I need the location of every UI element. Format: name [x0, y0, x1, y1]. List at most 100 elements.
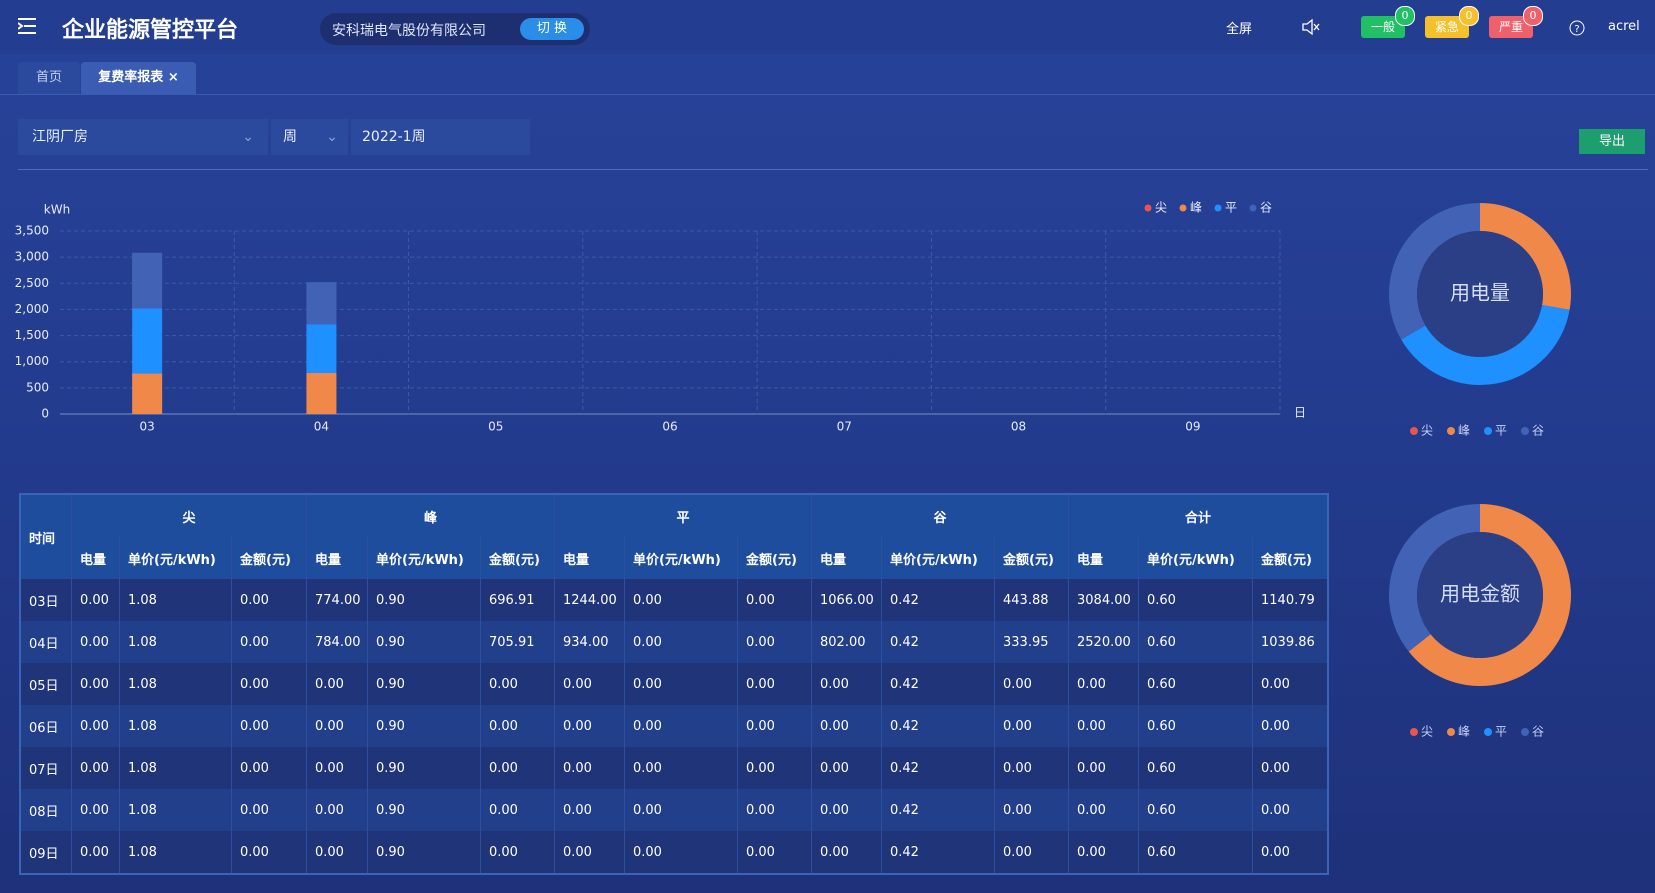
header-row: 电量 单价(元/kWh) 金额(元) 电量 单价(元/kWh) 金额(元) 电量 单价(元/k… [20, 537, 1329, 579]
menu-icon[interactable] [18, 17, 38, 35]
table-cell: 0.00 [624, 621, 738, 663]
legend-label: 平 [1495, 424, 1507, 438]
alert-button[interactable]: 严重 0 [1489, 6, 1543, 38]
group-header: 平 [554, 494, 812, 537]
legend-marker [1410, 427, 1418, 435]
alert-count: 0 [1459, 6, 1479, 26]
table-cell: 1.08 [119, 579, 232, 621]
table-cell: 0.60 [1138, 747, 1253, 789]
table-row: 05日 0.00 1.08 0.00 0.00 0.90 0.00 0.00 0.00 0.00 0… [20, 663, 1329, 705]
table-cell: 1039.86 [1252, 621, 1329, 663]
donut-label: 用电量 [1450, 281, 1510, 305]
table-cell: 0.42 [881, 831, 995, 874]
user-name[interactable]: acrel [1608, 19, 1640, 34]
table-cell: 0.00 [737, 831, 812, 874]
group-header: 尖 [71, 494, 307, 537]
bar-segment [306, 373, 337, 414]
table-cell: 0.00 [624, 831, 738, 874]
table-cell: 0.00 [71, 789, 120, 831]
x-tick-label: 06 [662, 420, 677, 434]
period-select[interactable]: 周 ⌄ [271, 119, 348, 155]
tab-label: 复费率报表 [98, 70, 164, 85]
legend-marker [1179, 204, 1187, 212]
table-cell: 0.00 [71, 705, 120, 747]
legend-label: 尖 [1421, 424, 1433, 438]
legend-label: 平 [1495, 725, 1507, 739]
table-cell: 0.00 [737, 663, 812, 705]
switch-button[interactable]: 切 换 [520, 18, 584, 40]
table-cell: 0.00 [737, 579, 812, 621]
table-cell: 1.08 [119, 705, 232, 747]
company-box: 安科瑞电气股份有限公司 切 换 [320, 13, 590, 45]
y-tick-label: 1,500 [15, 328, 49, 342]
alert-button[interactable]: 一般 0 [1361, 6, 1415, 38]
table-cell: 0.00 [994, 663, 1069, 705]
alert-button[interactable]: 紧急 0 [1425, 6, 1479, 38]
table-cell: 0.42 [881, 705, 995, 747]
legend-marker [1484, 427, 1492, 435]
x-tick-label: 04 [314, 420, 329, 434]
site-select[interactable]: 江阴厂房 ⌄ [18, 119, 268, 155]
table-cell: 0.00 [231, 789, 307, 831]
legend-label: 尖 [1155, 201, 1167, 215]
table-cell: 0.00 [554, 831, 625, 874]
company-name: 安科瑞电气股份有限公司 [332, 23, 486, 39]
table-cell: 0.60 [1138, 705, 1253, 747]
table-cell: 802.00 [811, 621, 882, 663]
alert-count: 0 [1523, 6, 1543, 26]
legend-label: 尖 [1421, 725, 1433, 739]
bar-segment [306, 324, 337, 374]
sub-header: 金额(元) [1252, 537, 1329, 579]
legend-label: 峰 [1458, 725, 1470, 739]
table-cell: 0.00 [994, 747, 1069, 789]
table-cell: 0.42 [881, 579, 995, 621]
bar-segment [132, 308, 163, 374]
legend-marker [1521, 427, 1529, 435]
table-cell: 0.00 [811, 789, 882, 831]
table-cell: 0.00 [811, 747, 882, 789]
table-cell: 333.95 [994, 621, 1069, 663]
table-cell: 0.00 [737, 621, 812, 663]
donut-slice [1408, 504, 1572, 686]
export-button[interactable]: 导出 [1579, 129, 1645, 154]
table-cell: 0.00 [811, 705, 882, 747]
date-picker[interactable]: 2022-1周 [351, 119, 530, 155]
tab-active[interactable]: 复费率报表 × [81, 62, 196, 94]
table-cell: 0.00 [737, 705, 812, 747]
sub-header: 电量 [811, 537, 882, 579]
table-cell: 0.00 [231, 705, 307, 747]
table-cell: 934.00 [554, 621, 625, 663]
table-cell: 0.00 [231, 831, 307, 874]
table-cell: 09日 [20, 831, 72, 874]
table-cell: 0.00 [624, 789, 738, 831]
donut-center [1417, 532, 1543, 658]
table-row: 09日 0.00 1.08 0.00 0.00 0.90 0.00 0.00 0.00 0.00 0… [20, 831, 1329, 874]
bar-segment [132, 252, 163, 309]
table-cell: 0.00 [624, 579, 738, 621]
table-cell: 0.00 [624, 663, 738, 705]
table-cell: 0.60 [1138, 621, 1253, 663]
table-cell: 2520.00 [1068, 621, 1139, 663]
legend-label: 谷 [1260, 201, 1272, 215]
sub-header: 电量 [1068, 537, 1139, 579]
table-cell: 0.00 [480, 831, 555, 874]
table-cell: 0.60 [1138, 789, 1253, 831]
sub-header: 单价(元/kWh) [1138, 537, 1253, 579]
table-cell: 0.00 [1252, 747, 1329, 789]
site-value: 江阴厂房 [32, 129, 88, 145]
table-cell: 0.00 [306, 663, 368, 705]
table-cell: 0.60 [1138, 663, 1253, 705]
alert-label: 严重 [1498, 20, 1523, 34]
fullscreen-button[interactable]: 全屏 [1226, 22, 1253, 37]
group-header: 峰 [306, 494, 555, 537]
sub-header: 金额(元) [737, 537, 812, 579]
help-icon[interactable]: ? [1569, 20, 1585, 36]
mute-icon[interactable] [1302, 19, 1320, 35]
table-cell: 0.42 [881, 747, 995, 789]
table-cell: 0.00 [231, 663, 307, 705]
tab[interactable]: 首页 [18, 62, 80, 94]
alert-count: 0 [1395, 6, 1415, 26]
donut-slice [1388, 504, 1480, 652]
x-tick-label: 05 [488, 420, 503, 434]
table-cell: 0.00 [231, 747, 307, 789]
